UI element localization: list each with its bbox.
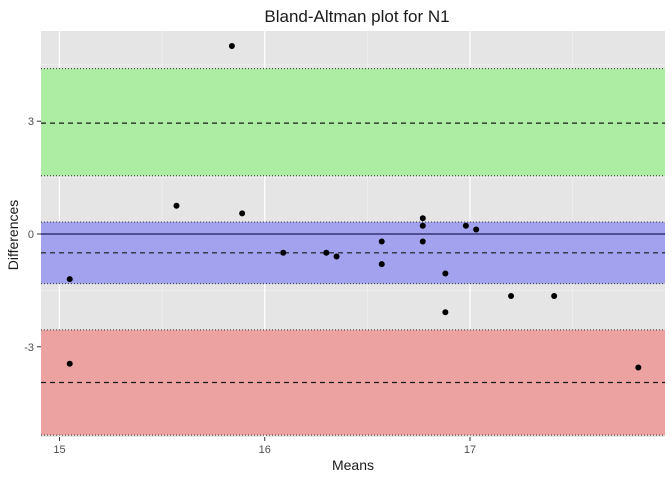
chart-title: Bland-Altman plot for N1 bbox=[264, 7, 449, 26]
data-point bbox=[473, 226, 480, 233]
data-point bbox=[419, 238, 426, 245]
x-axis-label: Means bbox=[332, 457, 374, 473]
limit-band bbox=[41, 68, 665, 176]
data-point bbox=[508, 293, 515, 300]
plot-area: 15 16 17 -3 0 3 bbox=[24, 31, 665, 456]
data-point bbox=[66, 360, 73, 367]
data-point bbox=[378, 261, 385, 268]
data-point bbox=[419, 222, 426, 229]
data-point bbox=[442, 270, 449, 277]
x-tick-label: 16 bbox=[259, 444, 271, 456]
data-point bbox=[635, 364, 642, 371]
y-tick-label: 3 bbox=[28, 116, 34, 128]
y-tick-label: -3 bbox=[24, 342, 34, 354]
y-axis-label: Differences bbox=[5, 200, 21, 271]
y-tick-label: 0 bbox=[28, 229, 34, 241]
data-point bbox=[280, 249, 287, 256]
data-point bbox=[462, 222, 469, 229]
x-tick-label: 17 bbox=[464, 444, 476, 456]
data-point bbox=[333, 253, 340, 260]
data-point bbox=[442, 309, 449, 316]
data-point bbox=[419, 215, 426, 222]
data-point bbox=[228, 43, 235, 50]
data-point bbox=[173, 202, 180, 209]
data-point bbox=[66, 276, 73, 283]
data-point bbox=[323, 249, 330, 256]
data-point bbox=[239, 210, 246, 217]
x-tick-label: 15 bbox=[53, 444, 65, 456]
data-point bbox=[551, 293, 558, 300]
data-point bbox=[378, 238, 385, 245]
